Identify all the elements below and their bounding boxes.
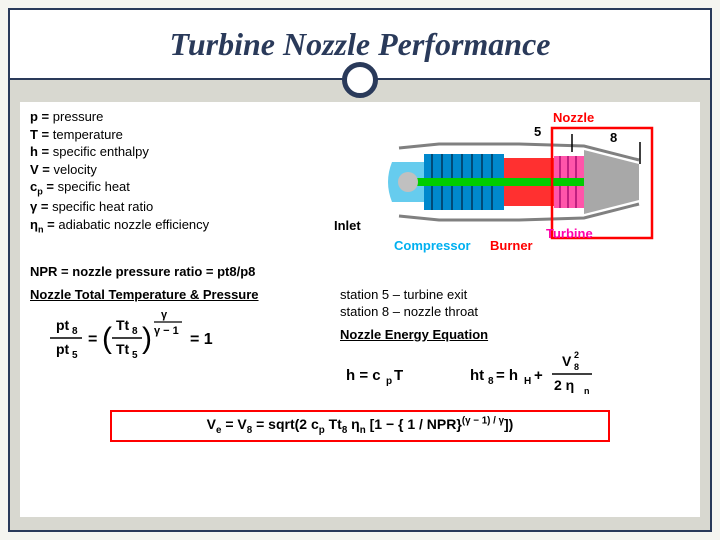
label-station-5: 5 xyxy=(534,124,541,139)
def-p: p = pressure xyxy=(30,108,320,126)
top-row: p = pressure T = temperature h = specifi… xyxy=(30,108,690,258)
svg-text:pt: pt xyxy=(56,341,70,357)
svg-text:ht: ht xyxy=(470,367,484,384)
svg-text:Tt: Tt xyxy=(116,317,130,333)
label-inlet: Inlet xyxy=(334,218,361,233)
svg-text:8: 8 xyxy=(72,326,78,337)
svg-text:+: + xyxy=(534,367,543,384)
svg-text:): ) xyxy=(142,322,152,355)
svg-text:p: p xyxy=(386,376,392,387)
label-nozzle: Nozzle xyxy=(553,110,594,125)
def-eta: ηn = adiabatic nozzle efficiency xyxy=(30,216,320,236)
svg-text:(: ( xyxy=(102,322,112,355)
slide-frame: Turbine Nozzle Performance p = pressure … xyxy=(8,8,712,532)
engine-labels: Inlet Compressor Burner Turbine Nozzle 5… xyxy=(328,108,690,258)
svg-text:= 1: = 1 xyxy=(190,331,213,348)
label-burner: Burner xyxy=(490,238,533,253)
label-compressor: Compressor xyxy=(394,238,471,253)
heading-energy-eq: Nozzle Energy Equation xyxy=(340,327,488,342)
svg-text:h = c: h = c xyxy=(346,367,381,384)
svg-text:2 η: 2 η xyxy=(554,377,574,393)
svg-text:Tt: Tt xyxy=(116,341,130,357)
def-V: V = velocity xyxy=(30,161,320,179)
label-turbine: Turbine xyxy=(546,226,593,241)
title-circle-decor xyxy=(342,62,378,98)
svg-text:8: 8 xyxy=(132,326,138,337)
def-T: T = temperature xyxy=(30,126,320,144)
variable-definitions: p = pressure T = temperature h = specifi… xyxy=(30,108,320,258)
right-equations: station 5 – turbine exit station 8 – noz… xyxy=(340,287,690,400)
page-title: Turbine Nozzle Performance xyxy=(169,26,550,63)
svg-text:pt: pt xyxy=(56,317,70,333)
svg-text:V: V xyxy=(562,353,572,369)
final-eq-text: Ve = V8 = sqrt(2 cp Tt8 ηn [1 − { 1 / NP… xyxy=(207,416,514,432)
energy-equation: h = c p T ht 8 = h H + V 2 8 2 η n xyxy=(340,346,650,400)
svg-text:n: n xyxy=(584,386,590,396)
heading-total-TP: Nozzle Total Temperature & Pressure xyxy=(30,287,259,302)
svg-text:H: H xyxy=(524,376,531,387)
station-5-line: station 5 – turbine exit xyxy=(340,287,690,304)
svg-text:γ: γ xyxy=(161,309,168,321)
station-definitions: station 5 – turbine exit station 8 – noz… xyxy=(340,287,690,321)
svg-text:5: 5 xyxy=(132,350,138,361)
svg-text:8: 8 xyxy=(574,362,579,372)
def-cp: cp = specific heat xyxy=(30,178,320,198)
left-equations: Nozzle Total Temperature & Pressure pt 8… xyxy=(30,287,330,400)
svg-text:5: 5 xyxy=(72,350,78,361)
npr-definition: NPR = nozzle pressure ratio = pt8/p8 xyxy=(30,264,690,279)
def-h: h = specific enthalpy xyxy=(30,143,320,161)
lower-row: Nozzle Total Temperature & Pressure pt 8… xyxy=(30,287,690,400)
svg-text:=: = xyxy=(88,331,97,348)
engine-diagram: Inlet Compressor Burner Turbine Nozzle 5… xyxy=(328,108,690,258)
svg-text:8: 8 xyxy=(488,376,494,387)
svg-text:= h: = h xyxy=(496,367,518,384)
svg-text:γ − 1: γ − 1 xyxy=(154,325,179,337)
final-velocity-equation: Ve = V8 = sqrt(2 cp Tt8 ηn [1 − { 1 / NP… xyxy=(110,410,610,442)
def-gamma: γ = specific heat ratio xyxy=(30,198,320,216)
station-8-line: station 8 – nozzle throat xyxy=(340,304,690,321)
label-station-8: 8 xyxy=(610,130,617,145)
svg-text:T: T xyxy=(394,367,403,384)
content-panel: p = pressure T = temperature h = specifi… xyxy=(20,102,700,517)
pressure-ratio-equation: pt 8 pt 5 = ( Tt 8 Tt 5 ) xyxy=(30,306,270,372)
svg-text:2: 2 xyxy=(574,350,579,360)
